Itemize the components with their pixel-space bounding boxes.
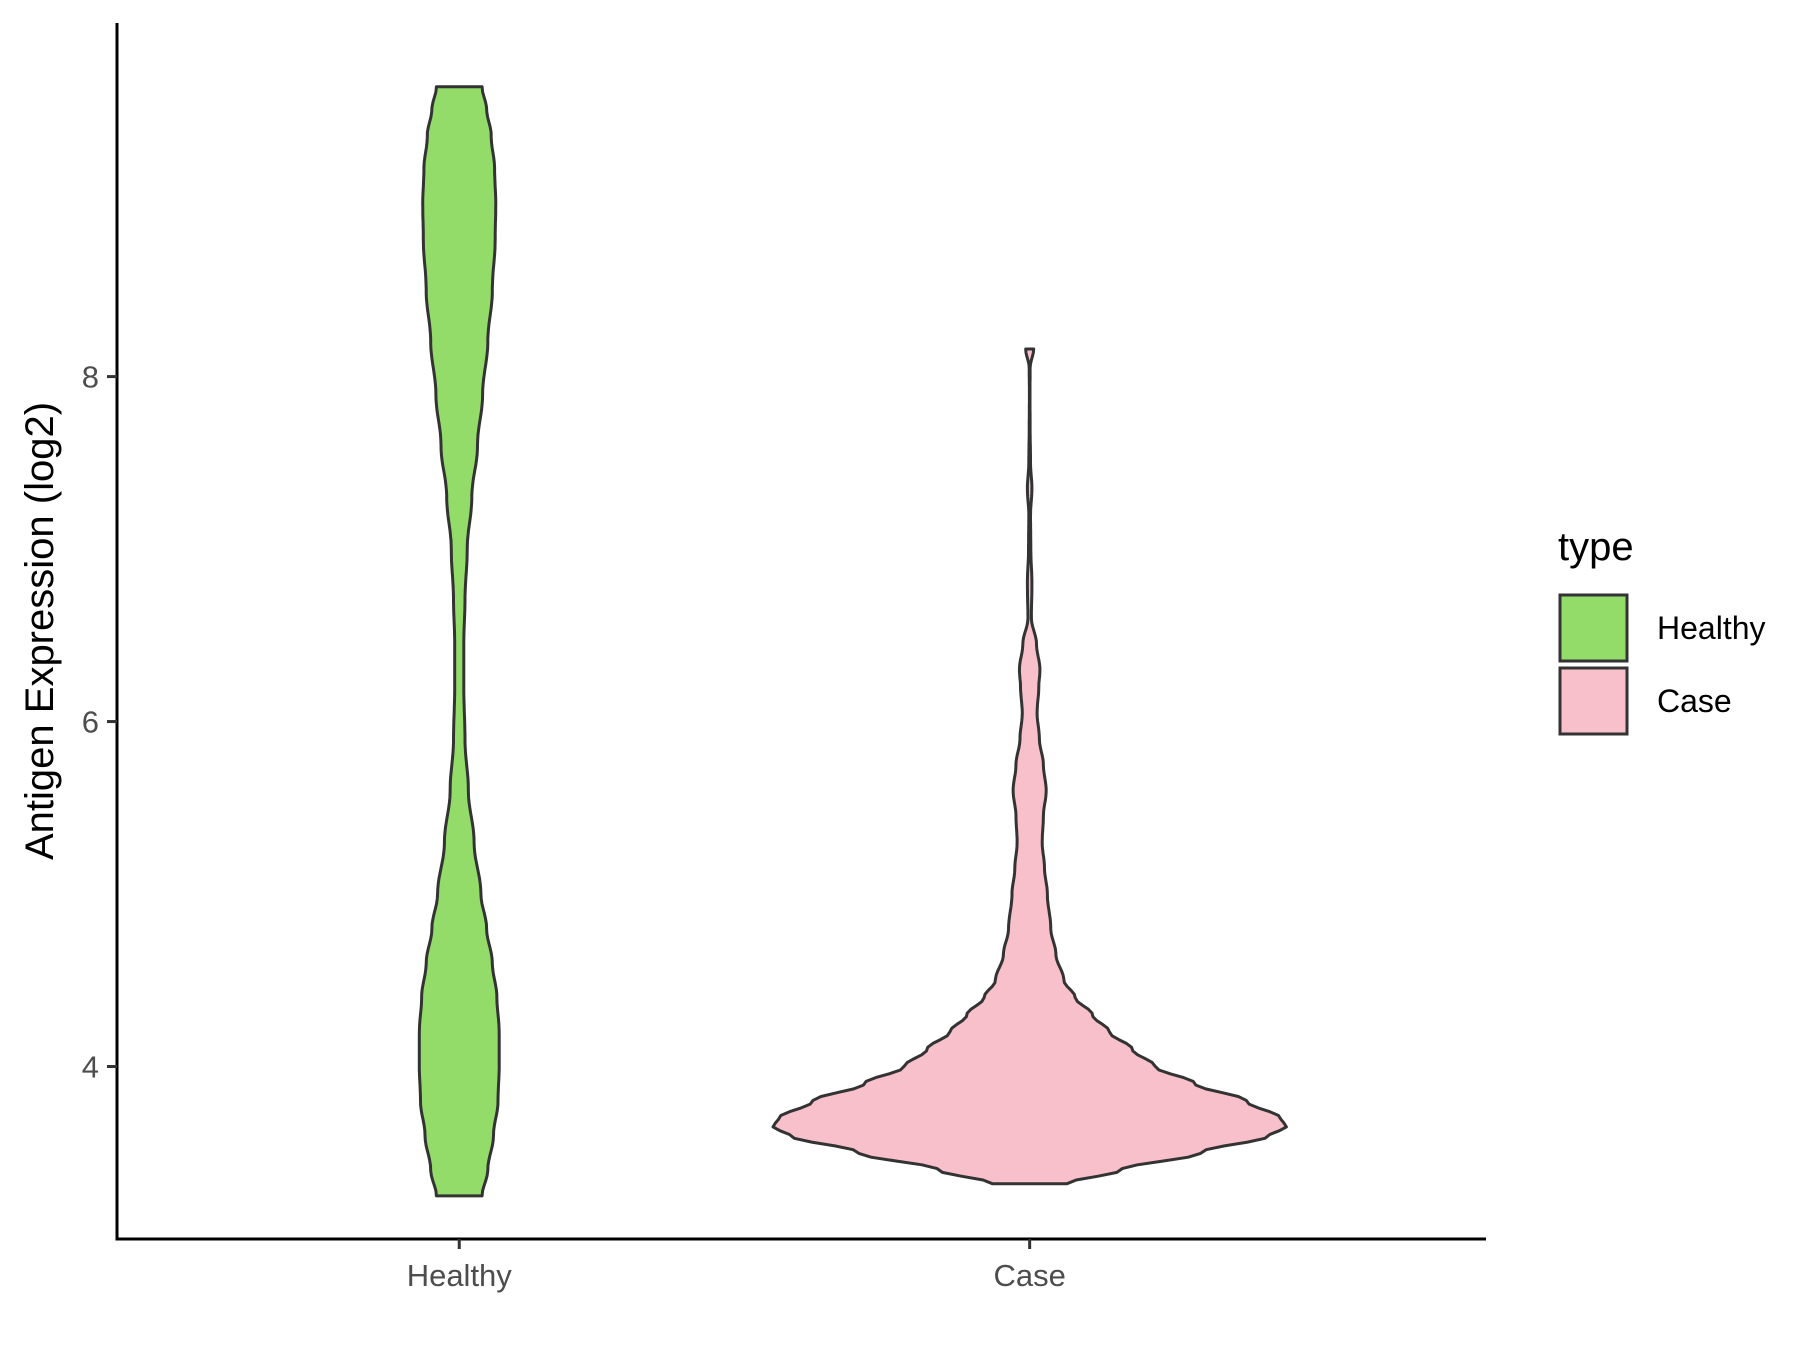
violin-case [771,347,1288,1186]
legend-key-healthy [1558,593,1629,663]
x-tick-label: Healthy [407,1258,513,1293]
y-tick-label: 6 [82,705,99,740]
legend-label-case: Case [1657,683,1732,719]
violin-layer [417,85,1288,1198]
legend-key-case [1558,666,1629,736]
legend-items: Healthy Case [1558,593,1766,736]
legend: type Healthy Case [1558,525,1766,736]
violin-healthy [417,85,501,1198]
y-tick-label: 8 [82,360,99,395]
x-tick-label: Case [993,1258,1065,1293]
y-axis-title: Antigen Expression (log2) [18,402,62,860]
y-axis-ticks: 4 6 8 [82,360,117,1085]
y-tick-label: 4 [82,1050,99,1085]
legend-label-healthy: Healthy [1657,610,1766,646]
x-axis-ticks: Healthy Case [407,1239,1066,1293]
legend-title: type [1558,525,1634,569]
